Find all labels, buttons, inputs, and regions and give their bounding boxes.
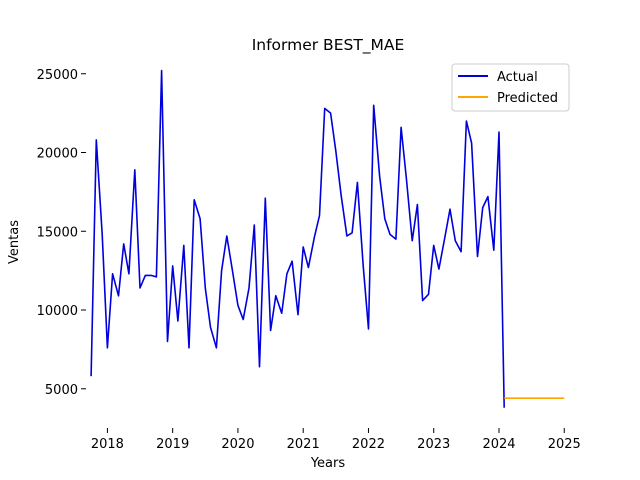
y-tick-label: 5000	[45, 383, 78, 398]
y-tick-label: 15000	[37, 225, 78, 240]
x-tick-label: 2021	[287, 437, 320, 452]
x-tick-label: 2024	[482, 437, 515, 452]
y-tick-label: 25000	[37, 68, 78, 83]
x-tick-label: 2023	[417, 437, 450, 452]
y-tick-label: 10000	[37, 304, 78, 319]
x-tick-label: 2022	[352, 437, 385, 452]
y-axis: 5000 10000 15000 20000 25000	[37, 68, 86, 398]
x-tick-label: 2019	[156, 437, 189, 452]
legend: Actual Predicted	[451, 63, 570, 112]
x-tick-label: 2020	[221, 437, 254, 452]
legend-label-actual: Actual	[497, 70, 538, 85]
y-tick-label: 20000	[37, 147, 78, 162]
x-tick-label: 2018	[91, 437, 124, 452]
plot-area	[90, 69, 565, 408]
chart-title: Informer BEST_MAE	[252, 36, 405, 55]
legend-label-predicted: Predicted	[497, 91, 558, 106]
series-line-actual	[90, 69, 505, 408]
y-axis-label: Ventas	[7, 220, 22, 264]
x-axis: 2018 2019 2020 2021 2022 2023 2024 2025	[91, 428, 581, 452]
x-tick-label: 2025	[548, 437, 581, 452]
x-axis-label: Years	[310, 456, 346, 471]
